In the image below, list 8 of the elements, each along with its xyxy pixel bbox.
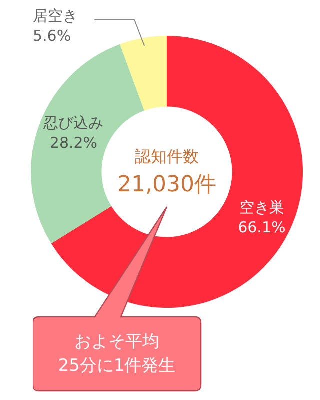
slice-label: 空き巣	[239, 198, 284, 217]
data-label: 28.2%	[50, 134, 98, 152]
text: 21,030件	[118, 172, 216, 198]
slice-label: 居空き	[33, 6, 78, 25]
data-label: 66.1%	[238, 218, 286, 237]
text: 認知件数	[135, 147, 199, 166]
data-label: 5.6%	[33, 26, 72, 45]
slice-label: 忍び込み	[42, 114, 104, 132]
